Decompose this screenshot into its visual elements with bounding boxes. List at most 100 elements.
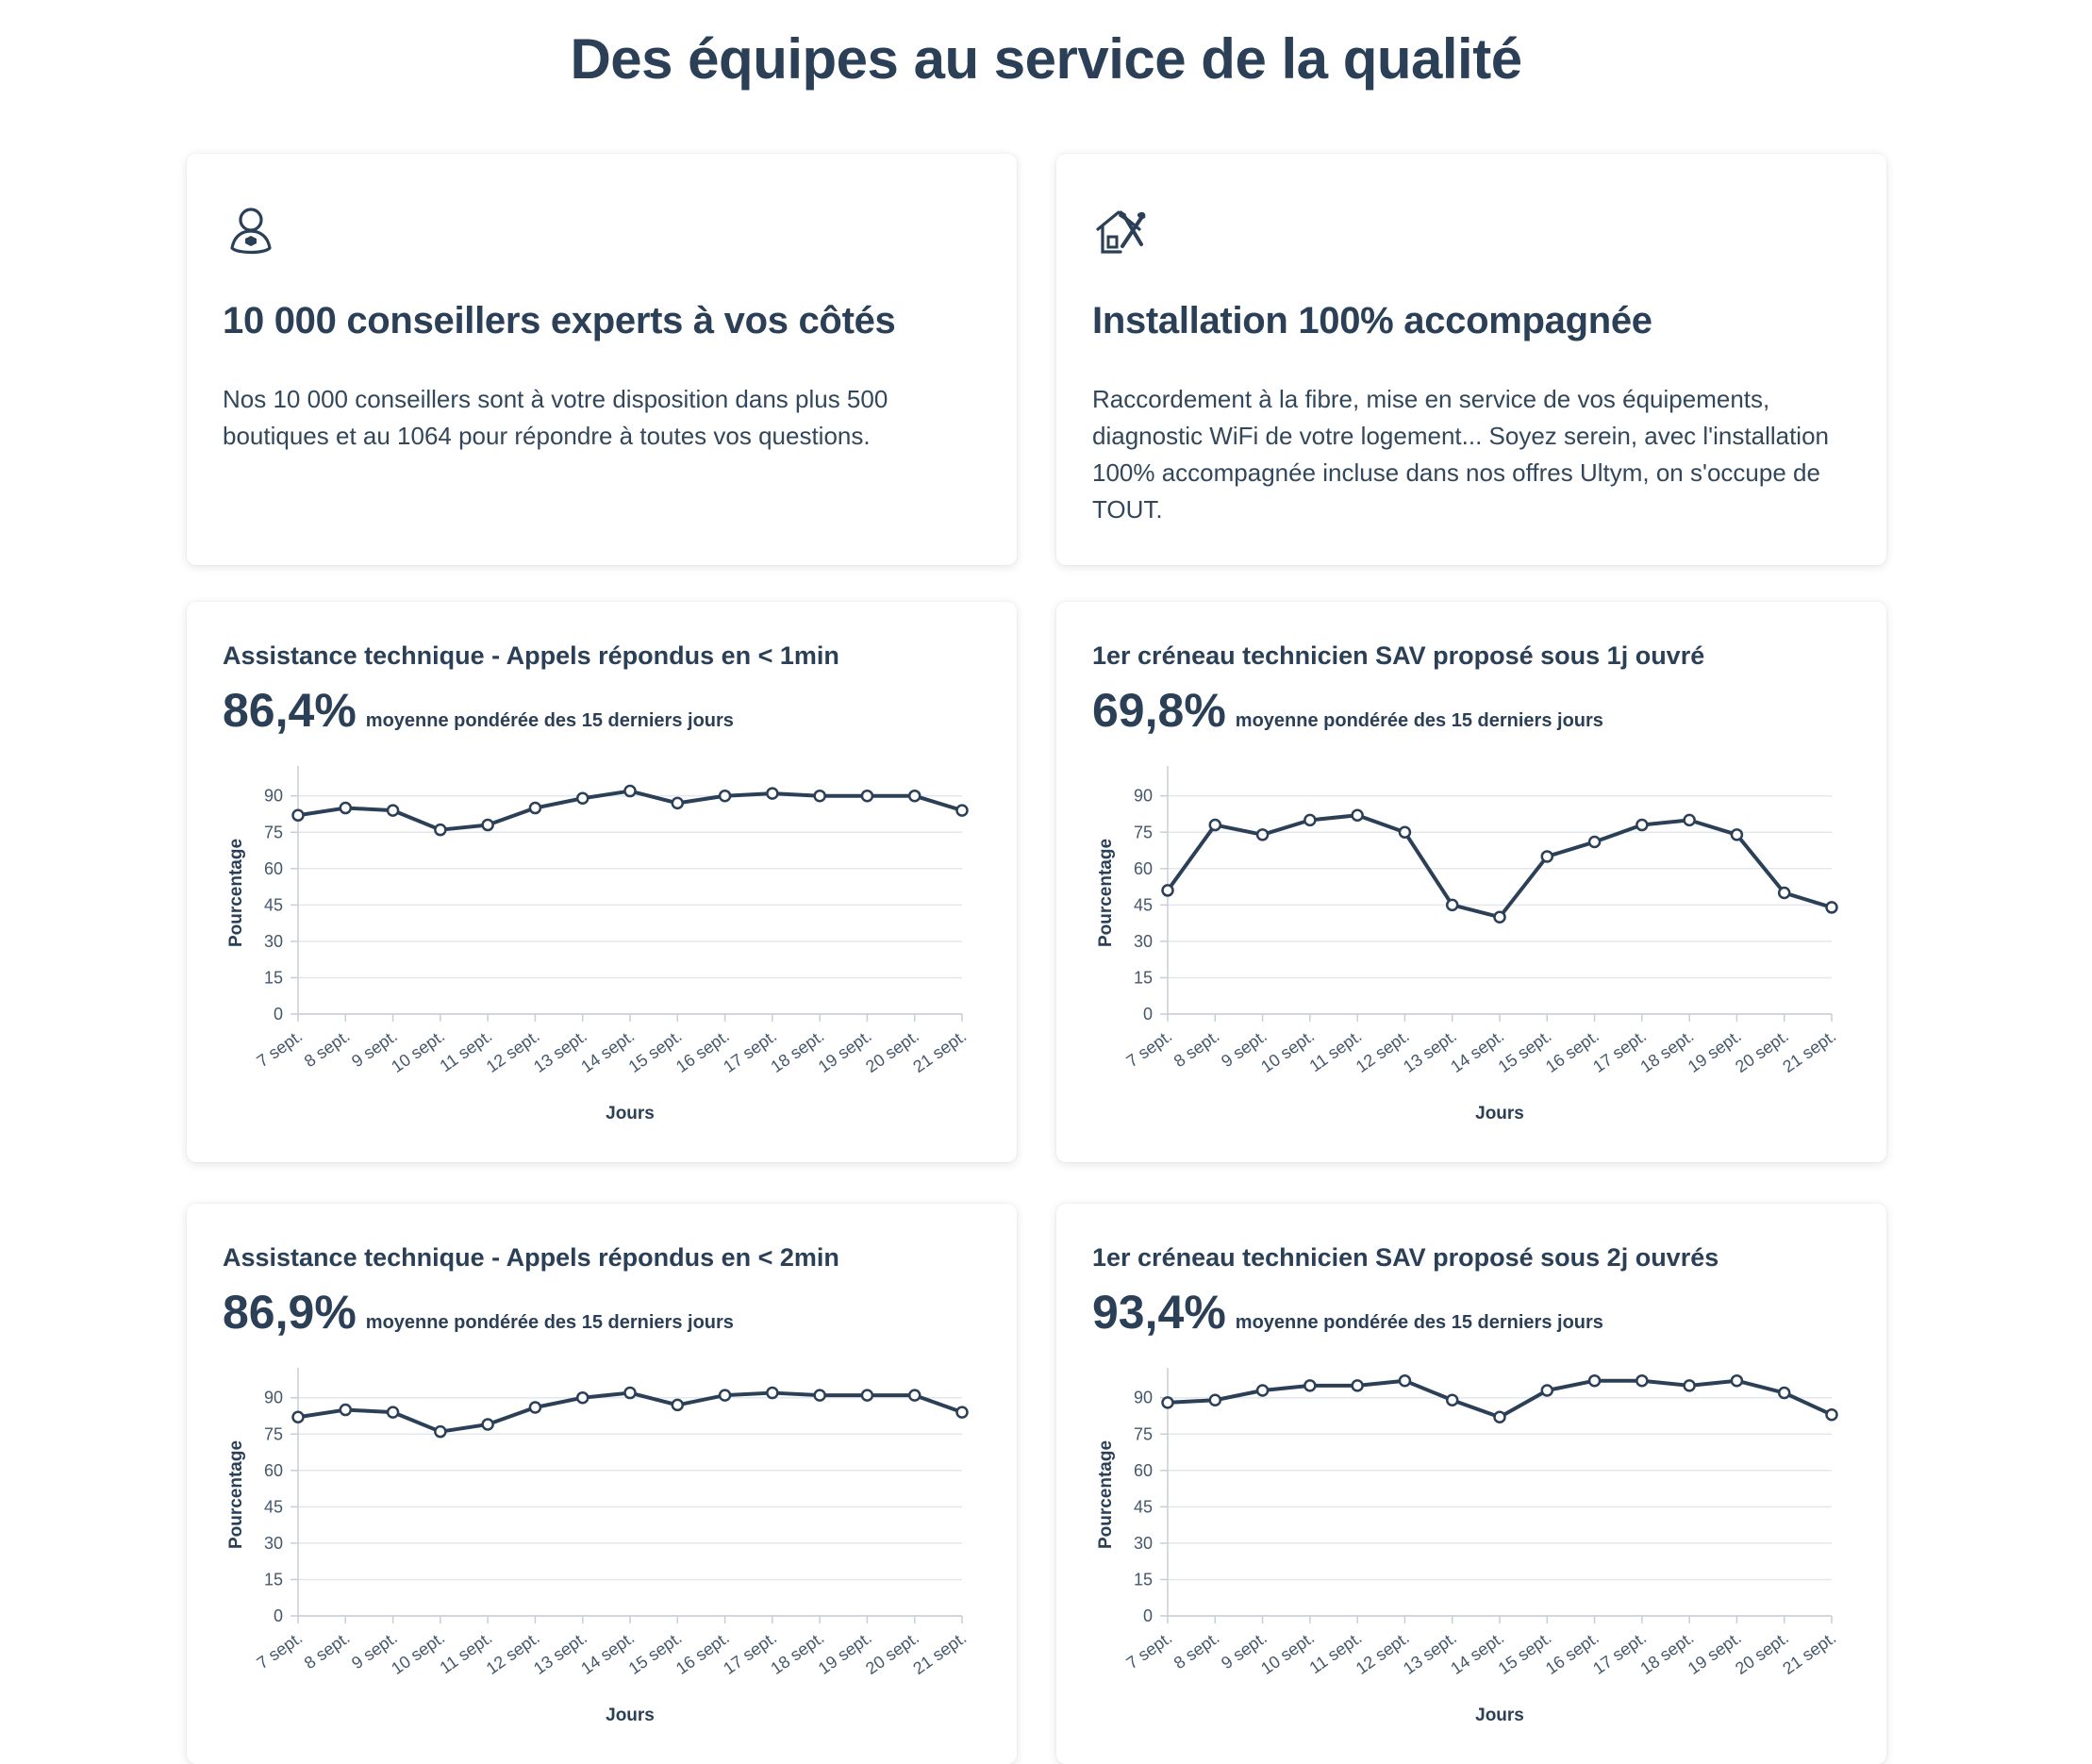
- chart-title: 1er créneau technicien SAV proposé sous …: [1092, 641, 1705, 670]
- x-tick-label: 12 sept.: [483, 1026, 543, 1076]
- chart-title: Assistance technique - Appels répondus e…: [223, 641, 839, 670]
- data-point: [955, 804, 969, 817]
- data-point: [860, 789, 874, 803]
- stat-value: 93,4%: [1092, 1286, 1226, 1339]
- data-point: [1635, 818, 1649, 832]
- page-title: Des équipes au service de la qualité: [570, 27, 1522, 91]
- x-tick-label: 21 sept.: [1779, 1628, 1839, 1678]
- x-tick-label: 8 sept.: [1171, 1026, 1223, 1071]
- chart-card-sav-1day: 1er créneau technicien SAV proposé sous …: [1056, 602, 1886, 1162]
- x-tick-label: 11 sept.: [1306, 1628, 1366, 1677]
- x-tick-label: 19 sept.: [1685, 1026, 1745, 1076]
- data-point: [1683, 1379, 1696, 1392]
- data-point: [718, 789, 732, 803]
- x-tick-label: 16 sept.: [672, 1026, 733, 1076]
- data-point: [671, 796, 685, 810]
- data-point: [955, 1406, 969, 1419]
- y-tick-label: 90: [1134, 787, 1153, 806]
- x-tick-label: 14 sept.: [1447, 1628, 1507, 1678]
- data-point: [1493, 1410, 1506, 1424]
- x-axis-title: Jours: [1475, 1104, 1524, 1123]
- info-card-title: Installation 100% accompagnée: [1092, 300, 1652, 341]
- x-tick-label: 13 sept.: [1400, 1026, 1460, 1076]
- y-tick-label: 75: [1134, 1424, 1153, 1443]
- x-tick-label: 11 sept.: [1306, 1026, 1366, 1075]
- y-tick-label: 30: [264, 1534, 283, 1553]
- data-point: [528, 1401, 542, 1414]
- y-tick-label: 30: [1134, 1534, 1153, 1553]
- x-tick-label: 20 sept.: [862, 1026, 922, 1076]
- stat-caption: moyenne pondérée des 15 derniers jours: [365, 1312, 734, 1333]
- x-tick-label: 7 sept.: [254, 1026, 307, 1071]
- data-point: [434, 1424, 447, 1439]
- data-point: [671, 1398, 685, 1412]
- stat-caption: moyenne pondérée des 15 derniers jours: [1235, 1312, 1603, 1333]
- x-tick-label: 10 sept.: [388, 1628, 448, 1678]
- chart-title: 1er créneau technicien SAV proposé sous …: [1092, 1243, 1719, 1272]
- y-tick-label: 75: [1134, 823, 1153, 841]
- data-point: [860, 1389, 874, 1402]
- data-point: [1540, 850, 1554, 863]
- data-point: [766, 787, 779, 800]
- x-tick-label: 14 sept.: [577, 1628, 638, 1678]
- x-tick-label: 12 sept.: [1353, 1628, 1413, 1678]
- chart-card-calls-1min: Assistance technique - Appels répondus e…: [187, 602, 1017, 1162]
- y-tick-label: 15: [264, 968, 283, 987]
- x-tick-label: 18 sept.: [768, 1628, 828, 1678]
- data-point: [339, 801, 353, 815]
- data-point: [1208, 818, 1222, 832]
- y-tick-label: 0: [274, 1606, 283, 1625]
- data-point: [1445, 898, 1459, 912]
- y-tick-label: 15: [1134, 968, 1153, 987]
- info-card-advisors: 10 000 conseillers experts à vos côtés N…: [187, 154, 1017, 565]
- x-tick-label: 18 sept.: [1637, 1026, 1698, 1076]
- data-point: [1587, 835, 1602, 849]
- x-tick-label: 20 sept.: [1732, 1628, 1792, 1678]
- data-point: [1587, 1373, 1602, 1388]
- stat-value: 69,8%: [1092, 684, 1226, 737]
- x-tick-label: 11 sept.: [437, 1026, 496, 1075]
- x-tick-label: 13 sept.: [1400, 1628, 1460, 1678]
- stat-value: 86,9%: [223, 1286, 357, 1339]
- data-point: [766, 1386, 779, 1400]
- data-point: [291, 808, 305, 823]
- x-tick-label: 17 sept.: [1589, 1026, 1650, 1076]
- data-point: [907, 1389, 921, 1402]
- data-point: [1445, 1393, 1459, 1407]
- y-tick-label: 0: [1143, 1005, 1153, 1023]
- y-tick-label: 90: [264, 1389, 283, 1407]
- data-point: [1161, 1396, 1174, 1409]
- advisor-icon: [230, 208, 272, 255]
- x-axis-title: Jours: [606, 1706, 655, 1725]
- data-point: [1303, 1379, 1317, 1392]
- data-point: [1683, 813, 1696, 827]
- data-point: [623, 1386, 637, 1400]
- chart-stat: 69,8% moyenne pondérée des 15 derniers j…: [1092, 683, 1603, 738]
- y-tick-label: 15: [1134, 1570, 1153, 1589]
- x-tick-label: 11 sept.: [437, 1628, 496, 1677]
- x-tick-label: 8 sept.: [301, 1628, 354, 1672]
- stat-caption: moyenne pondérée des 15 derniers jours: [365, 710, 734, 731]
- data-point: [1730, 828, 1744, 841]
- x-tick-label: 21 sept.: [909, 1628, 970, 1678]
- data-point: [1493, 910, 1506, 924]
- y-tick-label: 45: [1134, 1497, 1153, 1516]
- x-tick-label: 15 sept.: [625, 1026, 686, 1076]
- data-point: [1777, 1386, 1791, 1400]
- x-tick-label: 21 sept.: [909, 1026, 970, 1076]
- data-point: [434, 823, 447, 837]
- data-point: [1303, 813, 1317, 827]
- chart-stat: 86,9% moyenne pondérée des 15 derniers j…: [223, 1285, 734, 1340]
- x-tick-label: 10 sept.: [1257, 1628, 1318, 1678]
- y-tick-label: 0: [274, 1005, 283, 1023]
- data-point: [1351, 1379, 1364, 1392]
- x-tick-label: 12 sept.: [1353, 1026, 1413, 1076]
- x-tick-label: 20 sept.: [1732, 1026, 1792, 1076]
- y-tick-label: 30: [264, 932, 283, 951]
- data-point: [575, 791, 589, 806]
- x-tick-label: 18 sept.: [1637, 1628, 1698, 1678]
- y-tick-label: 45: [264, 895, 283, 914]
- data-point: [1730, 1373, 1744, 1388]
- y-axis-title: Pourcentage: [226, 1440, 246, 1549]
